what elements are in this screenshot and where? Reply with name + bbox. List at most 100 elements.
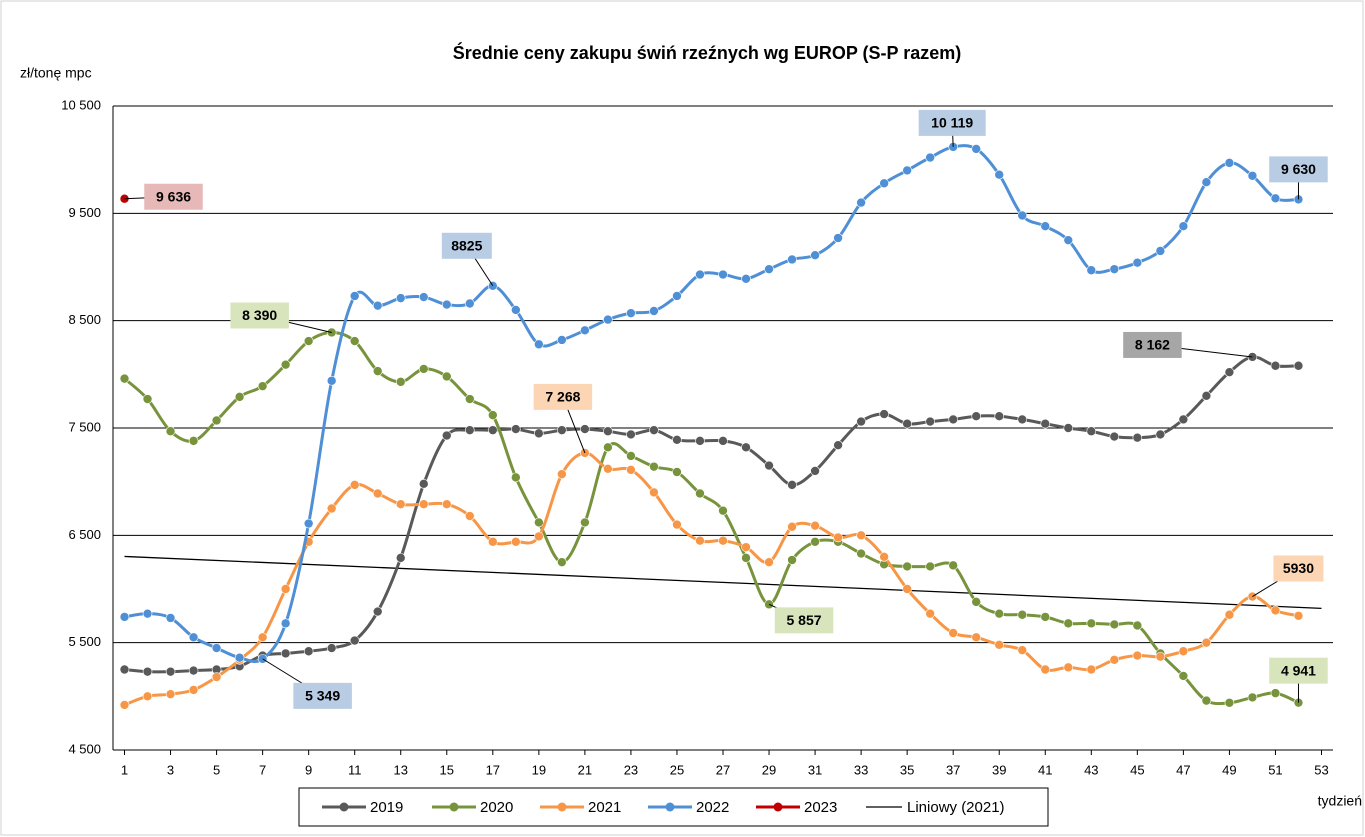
point [1017, 645, 1028, 655]
point [1293, 611, 1304, 621]
point [741, 542, 751, 552]
point [856, 416, 866, 427]
x-tick-label: 43 [1084, 762, 1098, 777]
point [165, 426, 176, 437]
point [165, 613, 176, 623]
legend-label: 2020 [480, 799, 513, 816]
point [1247, 170, 1258, 181]
point [994, 411, 1005, 421]
point [119, 664, 130, 675]
point [280, 648, 291, 659]
y-tick-label: 10 500 [61, 97, 101, 112]
value-label: 7 268 [545, 389, 580, 405]
point [902, 584, 912, 594]
point [119, 612, 130, 622]
x-tick-label: 33 [854, 762, 868, 777]
point [1040, 221, 1051, 232]
point [418, 364, 429, 374]
point [810, 466, 820, 476]
point [1132, 432, 1143, 443]
point [534, 517, 544, 528]
label-box [144, 183, 203, 210]
point [626, 429, 636, 440]
x-tick-label: 17 [486, 762, 500, 777]
point [1178, 646, 1189, 657]
point [1017, 609, 1028, 620]
point [1270, 360, 1281, 371]
point [119, 700, 130, 710]
legend-marker [557, 802, 567, 812]
point [464, 394, 475, 404]
y-tick-label: 6 500 [68, 527, 101, 542]
value-label: 9 636 [156, 188, 191, 204]
point [787, 555, 797, 565]
point [695, 269, 705, 280]
point [188, 632, 199, 643]
x-tick-label: 47 [1176, 762, 1190, 777]
value-label: 5930 [1283, 560, 1314, 576]
point [856, 197, 866, 208]
point [418, 292, 429, 302]
x-tick-label: 39 [992, 762, 1006, 777]
point [534, 531, 544, 542]
value-label: 10 119 [931, 115, 973, 131]
point [142, 394, 153, 404]
point [718, 269, 728, 280]
point [1201, 695, 1212, 706]
point [1063, 662, 1074, 673]
point [787, 254, 797, 265]
value-label: 4 941 [1281, 662, 1316, 678]
point [994, 608, 1005, 619]
point [1040, 612, 1051, 622]
point [211, 672, 222, 682]
point [925, 608, 935, 619]
point [1155, 246, 1166, 256]
y-axis-label: zł/tonę mpc [20, 65, 92, 81]
point [695, 535, 705, 546]
label-box [533, 383, 593, 410]
point [902, 165, 912, 176]
point [1293, 360, 1304, 371]
x-tick-label: 53 [1314, 762, 1328, 777]
point [464, 425, 475, 435]
point [234, 392, 245, 402]
x-tick-label: 9 [305, 762, 312, 777]
point [810, 250, 820, 260]
point [464, 511, 475, 521]
point [511, 472, 521, 483]
point [441, 371, 452, 382]
point [1224, 697, 1235, 708]
point [603, 426, 613, 437]
legend-marker [339, 802, 349, 812]
point [718, 436, 728, 446]
point [649, 487, 659, 498]
point [1040, 418, 1051, 429]
point [925, 152, 935, 163]
point [971, 411, 982, 421]
label-box [293, 682, 352, 709]
point [649, 306, 659, 316]
point [441, 430, 452, 441]
point [280, 359, 291, 370]
x-tick-label: 29 [762, 762, 776, 777]
point [395, 499, 406, 510]
point [879, 409, 889, 419]
x-tick-label: 51 [1268, 762, 1282, 777]
point [488, 425, 498, 435]
point [902, 418, 912, 429]
y-tick-label: 7 500 [68, 419, 101, 434]
label-box [1269, 156, 1328, 183]
point [257, 381, 268, 391]
value-label: 8 162 [1135, 337, 1170, 353]
point [971, 597, 982, 607]
point [395, 553, 406, 563]
point [879, 178, 889, 189]
point [511, 305, 521, 315]
x-tick-label: 13 [394, 762, 408, 777]
x-axis-label: tydzień [1318, 793, 1362, 809]
value-label: 9 630 [1281, 161, 1316, 177]
point [856, 548, 866, 559]
point [1086, 426, 1097, 437]
point [280, 618, 291, 629]
legend-label: 2021 [588, 799, 621, 816]
